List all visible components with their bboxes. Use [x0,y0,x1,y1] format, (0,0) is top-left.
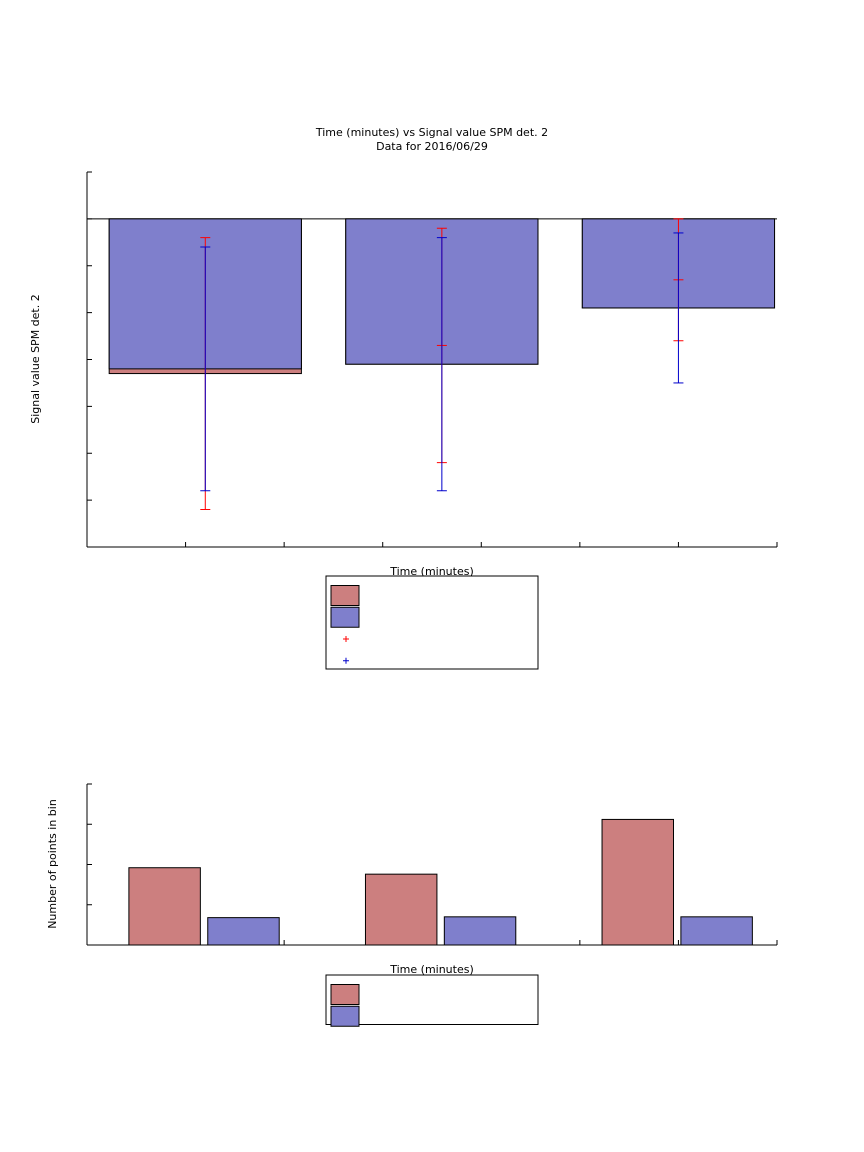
top-plot-area [86,171,778,548]
count-bar-red [128,867,201,946]
top-x-axis-label: Time (minutes) [389,565,474,578]
legend-swatch-red [330,984,360,1005]
legend-swatch-blue [330,1005,360,1027]
chart-title: Time (minutes) vs Signal value SPM det. … [315,126,548,139]
top-y-axis-label: Signal value SPM det. 2 [29,294,42,424]
count-bar-blue [443,916,517,946]
bottom-y-axis-label: Number of points in bin [46,799,59,929]
bottom-x-axis-label: Time (minutes) [389,963,474,976]
legend-swatch-blue [330,606,360,628]
bottom-legend [325,974,539,1027]
chart-subtitle: Data for 2016/06/29 [376,140,488,153]
legend-box [325,575,539,670]
count-bar-red [364,873,438,946]
top-legend [325,575,539,670]
legend-swatch-red [330,585,360,606]
count-bar-blue [207,917,280,946]
bottom-plot-area [86,783,778,946]
count-bar-red [601,818,674,946]
count-bar-blue [680,916,753,946]
legend-box [325,974,539,1025]
